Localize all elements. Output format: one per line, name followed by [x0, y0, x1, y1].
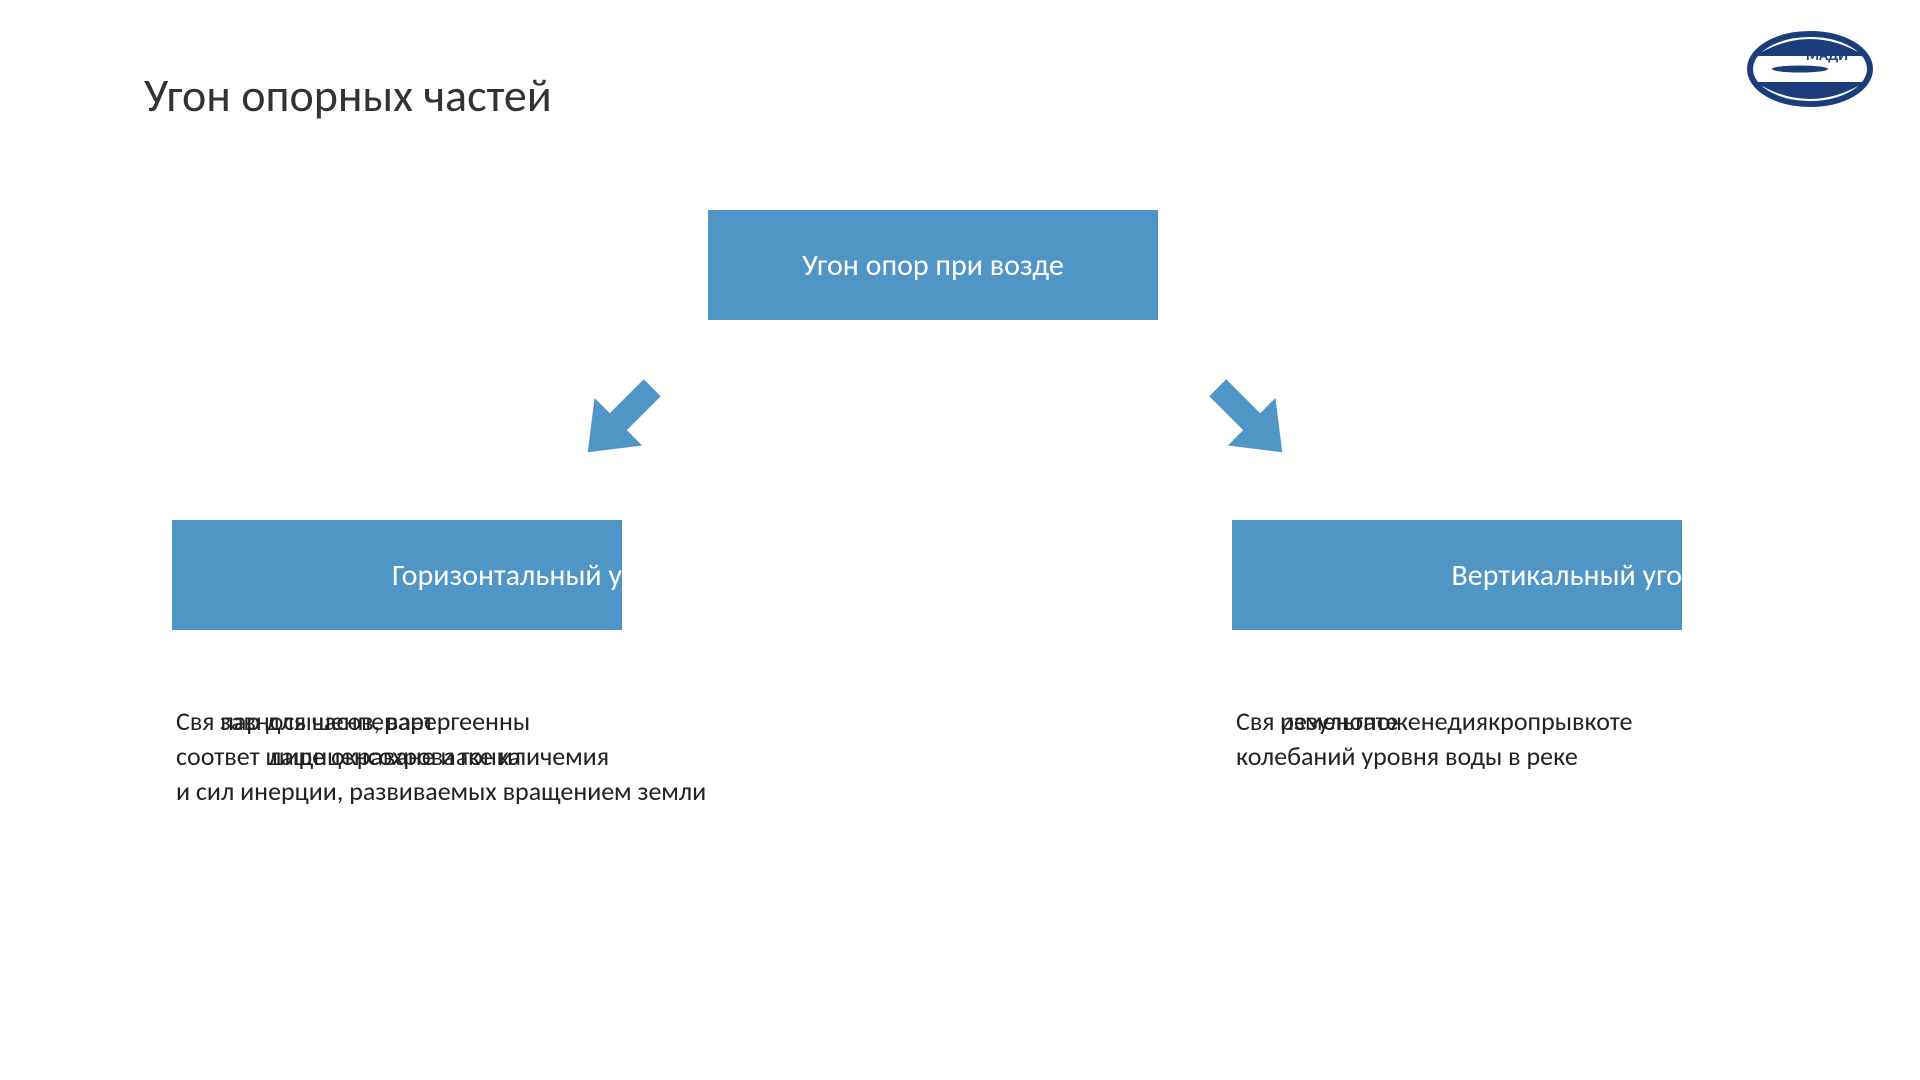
arrow-right-icon — [1190, 360, 1310, 480]
left-description: Свя пар для часов, вает соответ шире окр… — [176, 704, 816, 809]
root-node: Угон опор при возде — [708, 210, 1158, 320]
right-node: Вертикальный уго — [1232, 520, 1682, 630]
overlapped-text: изменопоженедиякропрывкоте — [1280, 704, 1633, 739]
left-node: Горизонтальный у — [172, 520, 622, 630]
madi-logo: МАДИ — [1740, 24, 1880, 114]
right-description: Свя результате колебаний уровня воды в р… — [1236, 704, 1796, 774]
overlapped-text: завносышенперарергеенны — [220, 704, 530, 739]
overlapped-text: лащнценсохровааке иличемия — [268, 739, 609, 774]
arrow-left-icon — [560, 360, 680, 480]
root-node-label: Угон опор при возде — [802, 247, 1064, 284]
logo-graphic — [1750, 34, 1870, 104]
left-node-label: Горизонтальный у — [392, 557, 622, 594]
right-node-label: Вертикальный уго — [1451, 557, 1682, 594]
logo-text: МАДИ — [1806, 47, 1848, 65]
slide-title: Угон опорных частей — [144, 68, 552, 124]
